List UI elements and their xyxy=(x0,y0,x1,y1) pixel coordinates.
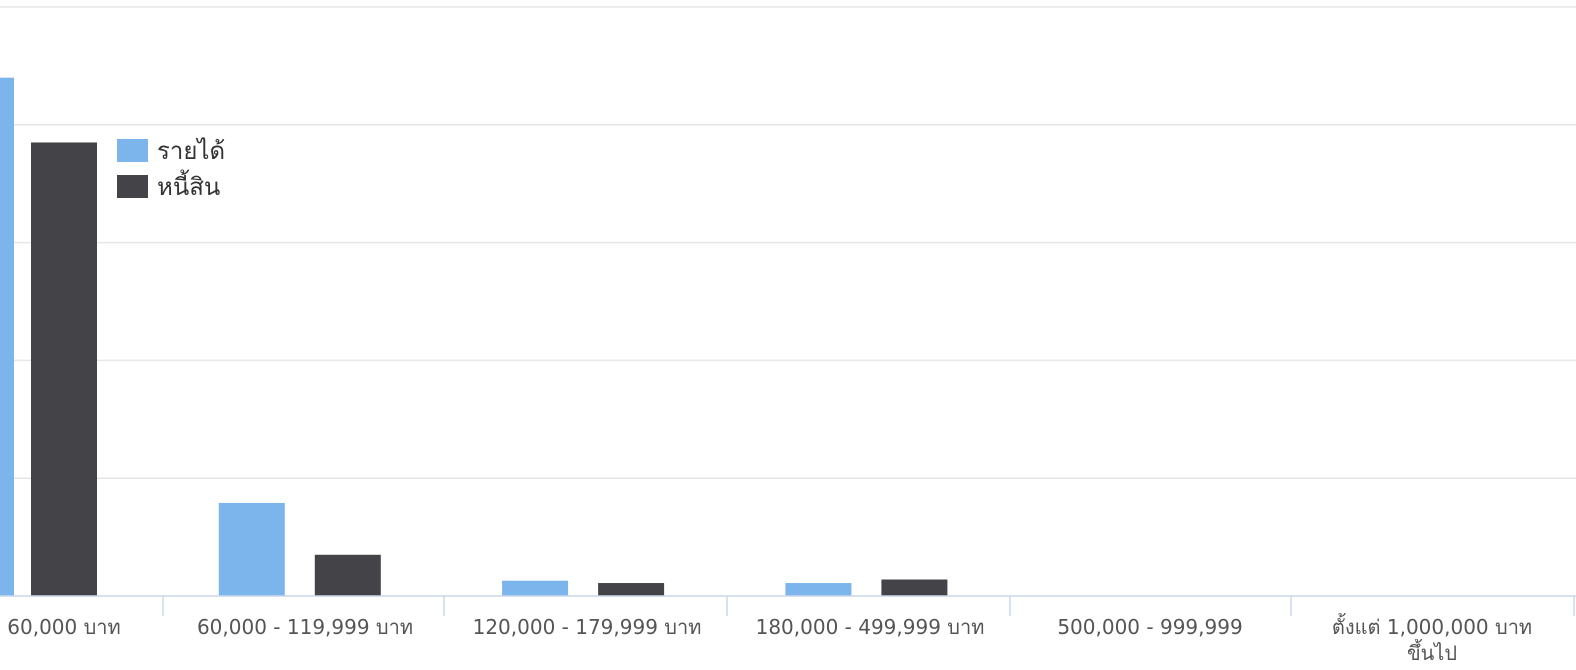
legend-label[interactable]: รายได้ xyxy=(157,137,225,165)
legend-swatch[interactable] xyxy=(117,139,148,162)
x-tick-label: 60,000 - 119,999 บาท xyxy=(197,615,413,639)
bar-income[interactable] xyxy=(502,580,569,596)
bar-debt[interactable] xyxy=(314,554,381,596)
legend-swatch[interactable] xyxy=(117,175,148,198)
bar-debt[interactable] xyxy=(881,579,948,596)
x-tick-label: 120,000 - 179,999 บาท xyxy=(473,615,702,639)
bar-income[interactable] xyxy=(218,502,285,596)
x-tick-label: ตั้งแต่ 1,000,000 บาท xyxy=(1332,613,1532,639)
legend-label[interactable]: หนี้สิน xyxy=(157,169,220,201)
bar-debt[interactable] xyxy=(598,583,665,596)
bar-income[interactable] xyxy=(0,77,14,597)
bar-income[interactable] xyxy=(785,583,852,596)
x-tick-label: 180,000 - 499,999 บาท xyxy=(756,615,985,639)
x-tick-label: 500,000 - 999,999 xyxy=(1057,615,1242,639)
x-tick-label: 60,000 บาท xyxy=(7,615,120,639)
x-tick-label: ขึ้นไป xyxy=(1407,639,1457,665)
bar-debt[interactable] xyxy=(31,142,97,596)
